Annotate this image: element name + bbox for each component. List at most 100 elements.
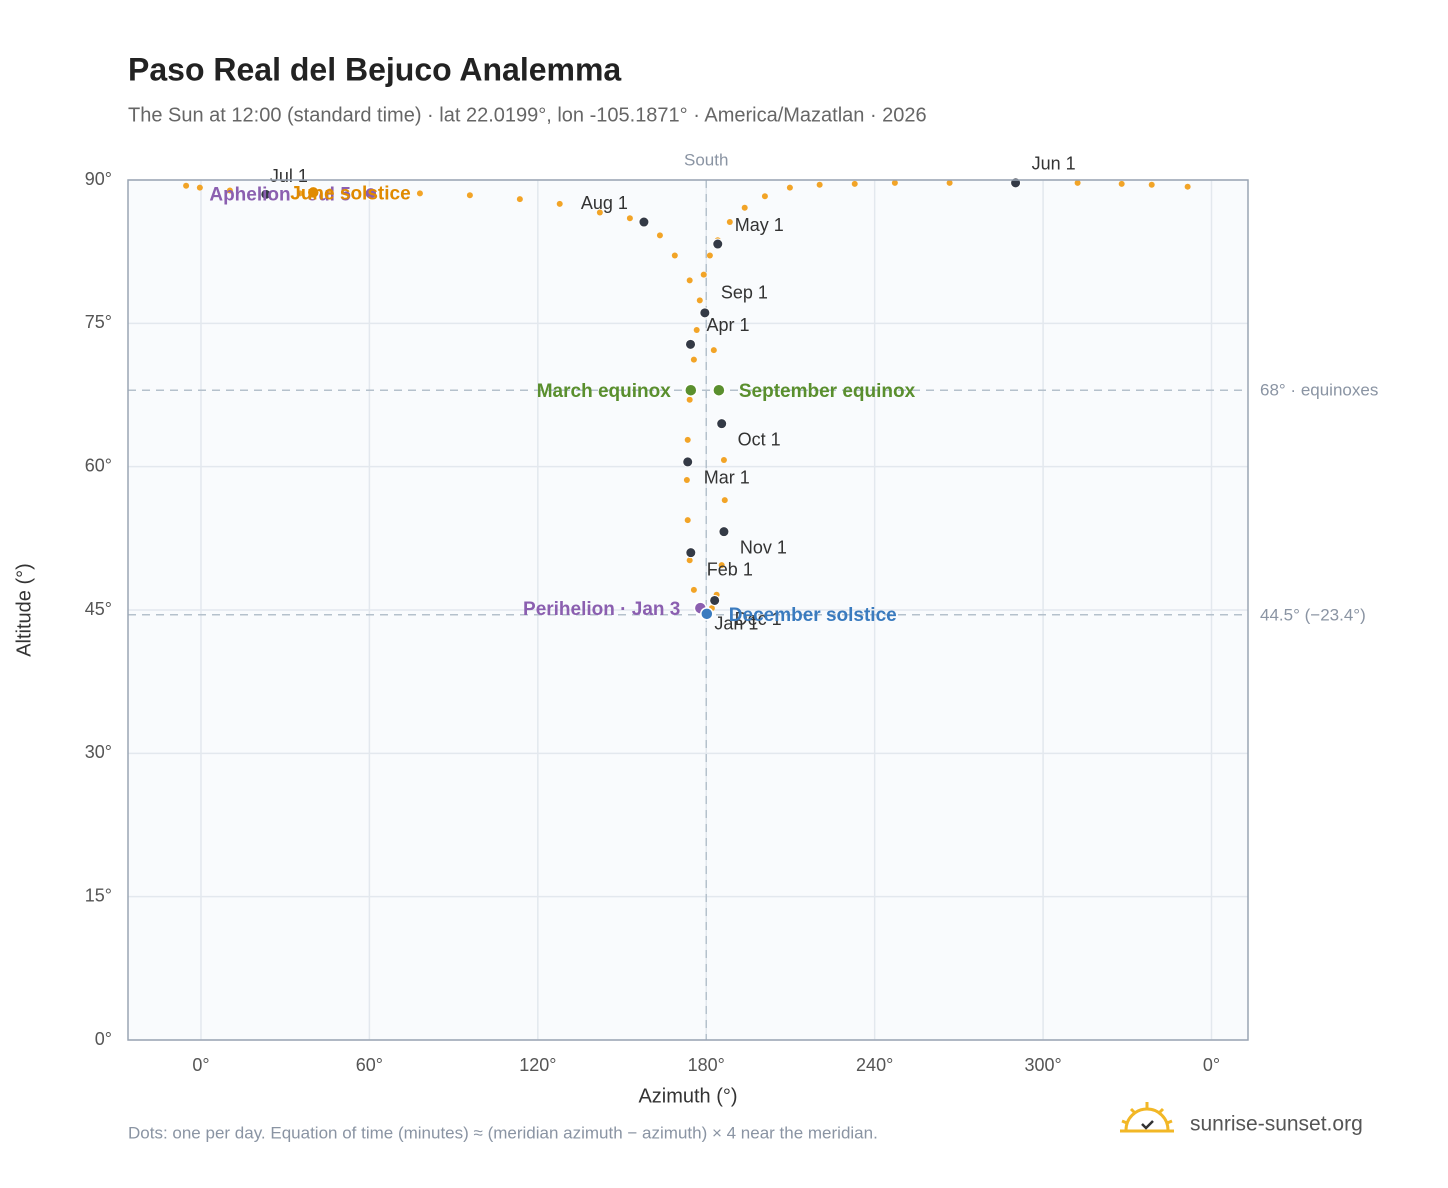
daily-dot (761, 193, 768, 200)
month-label: Oct 1 (738, 429, 781, 449)
daily-dot (706, 252, 713, 259)
daily-dot (326, 188, 333, 195)
daily-dot (693, 327, 700, 334)
month-label: May 1 (735, 215, 784, 235)
month-label: Jun 1 (1032, 154, 1076, 174)
y-tick-label: 60° (85, 455, 112, 475)
month-label: Dec 1 (735, 609, 782, 629)
daily-dot (183, 182, 190, 189)
month-marker (712, 238, 724, 250)
source: sunrise-sunset.org (1190, 1113, 1363, 1136)
daily-dot (686, 277, 693, 284)
y-tick-label: 75° (85, 312, 112, 332)
x-tick-label: 300° (1024, 1055, 1061, 1075)
daily-dot (516, 196, 523, 203)
daily-dot (891, 179, 898, 186)
month-marker (716, 418, 728, 430)
daily-dot (1074, 179, 1081, 186)
daily-dot (1148, 181, 1155, 188)
month-marker (260, 188, 272, 200)
y-tick-label: 0° (95, 1029, 112, 1049)
daily-dot (1118, 180, 1125, 187)
daily-dot (710, 347, 717, 354)
month-marker (685, 547, 697, 559)
daily-dot (626, 215, 633, 222)
y-axis-title: Altitude (°) (13, 563, 35, 657)
reference-label: 68° · equinoxes (1260, 381, 1378, 400)
chart-title: Paso Real del Bejuco Analemma (128, 51, 621, 87)
daily-dot (786, 184, 793, 191)
daily-dot (726, 219, 733, 226)
plot-frame (127, 179, 1249, 1041)
daily-dot (690, 356, 697, 363)
event-label: March equinox (537, 381, 672, 402)
x-tick-label: 60° (356, 1055, 383, 1075)
daily-dot (686, 396, 693, 403)
daily-dot (946, 179, 953, 186)
month-marker (699, 307, 711, 319)
meridian-label: South (684, 150, 728, 169)
month-marker (682, 456, 694, 468)
daily-dot (596, 209, 603, 216)
daily-dot (656, 232, 663, 239)
month-label: Mar 1 (704, 468, 750, 488)
daily-dot (683, 477, 690, 484)
daily-dot (684, 436, 691, 443)
month-marker (685, 338, 697, 350)
daily-dot (700, 271, 707, 278)
y-tick-label: 30° (85, 742, 112, 762)
x-tick-label: 180° (688, 1055, 725, 1075)
event-dot (364, 186, 378, 201)
daily-dot (466, 192, 473, 199)
footnote: Dots: one per day. Equation of time (min… (128, 1123, 878, 1142)
daily-dot (720, 456, 727, 463)
y-tick-label: 90° (85, 169, 112, 189)
y-tick-label: 45° (85, 599, 112, 619)
event-label: June solstice (290, 183, 410, 204)
daily-dot (816, 181, 823, 188)
month-label: Jul 1 (270, 166, 308, 186)
event-dot (700, 607, 714, 621)
daily-dot (671, 252, 678, 259)
month-label: Feb 1 (707, 559, 753, 579)
daily-dot (1184, 183, 1191, 190)
x-tick-label: 120° (519, 1055, 556, 1075)
event-label: December solstice (729, 605, 897, 626)
daily-dot (196, 184, 203, 191)
daily-dot (718, 562, 725, 569)
x-axis-title: Azimuth (°) (638, 1085, 737, 1107)
event-dot (684, 383, 698, 397)
event-label: Perihelion · Jan 3 (523, 599, 680, 620)
x-tick-label: 0° (192, 1055, 209, 1075)
month-label: Jan 1 (714, 614, 758, 634)
x-tick-label: 0° (1203, 1055, 1220, 1075)
event-dot (306, 185, 321, 200)
daily-dot (696, 297, 703, 304)
daily-dot (741, 204, 748, 211)
daily-dot (851, 180, 858, 187)
daily-dot (226, 187, 233, 194)
daily-dot (416, 190, 423, 197)
x-tick-label: 240° (856, 1055, 893, 1075)
daily-dot (690, 586, 697, 593)
month-marker (718, 526, 730, 538)
month-label: Sep 1 (721, 283, 768, 303)
daily-dot (721, 497, 728, 504)
month-label: Apr 1 (707, 315, 750, 335)
daily-dot (297, 190, 304, 197)
daily-dot (686, 557, 693, 564)
event-dot (712, 383, 726, 397)
daily-dot (684, 517, 691, 524)
chart-subtitle: The Sun at 12:00 (standard time) · lat 2… (128, 104, 927, 126)
daily-dot (556, 200, 563, 207)
month-label: Nov 1 (740, 537, 787, 557)
y-tick-label: 15° (85, 885, 112, 905)
event-label: September equinox (739, 381, 916, 402)
marks: Jan 1 Feb 1 Mar 1 Apr 1 May 1 Jun 1 Jul 1 Aug 1… (183, 154, 1191, 634)
reference-label: 44.5° (−23.4°) (1260, 605, 1366, 624)
month-label: Aug 1 (581, 193, 628, 213)
logo (1120, 1102, 1174, 1133)
month-marker (709, 594, 721, 606)
